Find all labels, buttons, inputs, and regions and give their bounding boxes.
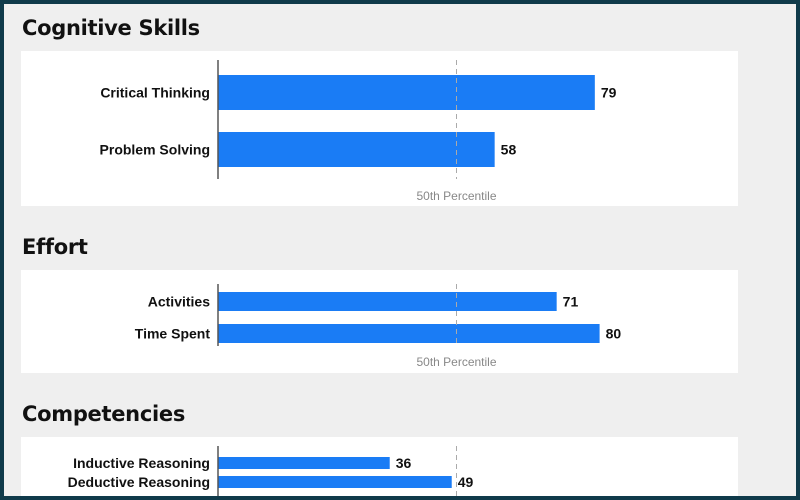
bar-inductive-reasoning — [218, 457, 390, 469]
bar-critical-thinking — [218, 75, 595, 110]
section-title-competencies: Competencies — [22, 402, 186, 426]
report-frame: Cognitive Skills Critical Thinking 79 Prob… — [4, 4, 796, 496]
chart-competencies: Inductive Reasoning 36 Deductive Reasoning… — [68, 446, 474, 496]
chart-panel-cognitive-skills: Critical Thinking 79 Problem Solving 58 50th… — [21, 51, 738, 206]
reference-line-label: 50th Percentile — [416, 189, 496, 203]
value-label: 79 — [601, 85, 617, 101]
reference-line-label: 50th Percentile — [416, 355, 496, 369]
chart-effort: Activities 71 Time Spent 80 50th Percentile — [135, 284, 622, 369]
category-label: Critical Thinking — [100, 85, 210, 101]
section-title-effort: Effort — [22, 235, 88, 259]
bar-time-spent — [218, 324, 600, 343]
chart-cognitive-skills: Critical Thinking 79 Problem Solving 58 50th… — [100, 60, 617, 203]
value-label: 80 — [606, 326, 622, 342]
bar-problem-solving — [218, 132, 495, 167]
section-title-cognitive-skills: Cognitive Skills — [22, 16, 200, 40]
value-label: 36 — [396, 455, 412, 471]
value-label: 71 — [563, 294, 579, 310]
bar-activities — [218, 292, 557, 311]
category-label: Problem Solving — [100, 142, 210, 158]
category-label: Activities — [148, 294, 210, 310]
value-label: 58 — [501, 142, 517, 158]
category-label: Time Spent — [135, 326, 211, 342]
chart-panel-competencies: Inductive Reasoning 36 Deductive Reasoning… — [21, 437, 738, 496]
chart-panel-effort: Activities 71 Time Spent 80 50th Percentile — [21, 270, 738, 373]
value-label: 49 — [458, 474, 474, 490]
bar-deductive-reasoning — [218, 476, 452, 488]
category-label: Deductive Reasoning — [68, 474, 210, 490]
category-label: Inductive Reasoning — [73, 455, 210, 471]
